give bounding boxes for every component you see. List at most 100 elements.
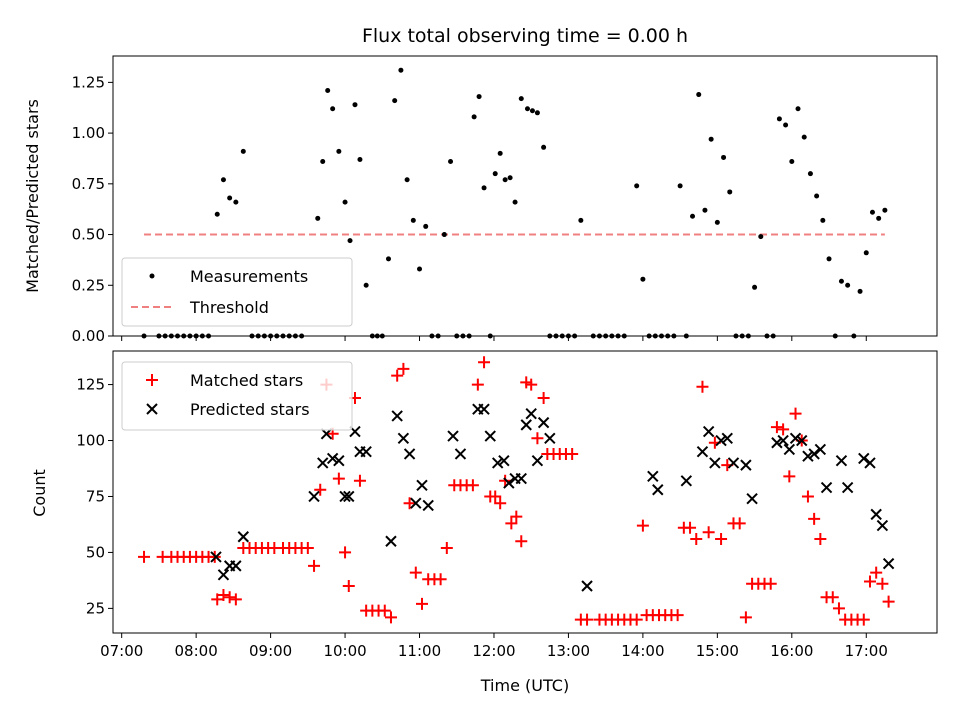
measurement-point [330,106,336,112]
predicted-star-point [237,531,250,543]
matched-star-point [832,602,845,615]
matched-star-point [671,609,684,622]
measurement-point [502,177,508,183]
predicted-star-point [680,475,693,487]
matched-star-point [478,356,491,369]
matched-star-point [537,392,550,404]
predicted-star-point [537,416,550,429]
measurement-point [481,185,487,191]
measurement-point [752,284,758,290]
bottom-ytick-label: 75 [86,487,105,505]
top-ytick-label: 0.25 [72,276,105,294]
predicted-star-point [447,430,459,442]
top-ytick-label: 0.50 [72,226,105,244]
predicted-star-point [652,484,664,496]
xtick-label: 11:00 [398,642,441,660]
xtick-label: 08:00 [175,642,218,660]
legend-measurements-marker [149,273,155,279]
matched-star-point [494,497,507,510]
matched-star-point [525,378,538,391]
measurement-point [524,106,530,112]
matched-star-point [409,566,422,579]
measurement-point [336,148,342,154]
matched-star-point [690,533,703,545]
predicted-star-point [478,403,490,415]
predicted-star-point [391,410,403,422]
legend-predicted-marker [146,403,158,415]
predicted-star-point [397,432,410,444]
measurement-point [352,102,358,108]
measurement-point [507,175,513,181]
measurement-point [363,282,369,288]
predicted-star-point [802,450,814,462]
measurement-point [492,171,498,177]
predicted-star-point [503,477,515,489]
predicted-star-point [771,437,783,449]
legend-measurements-label: Measurements [190,267,308,286]
measurement-point [404,177,410,183]
legend-matched-marker [146,374,158,386]
predicted-star-point [796,434,808,447]
measurement-point [417,266,423,272]
measurement-point [392,98,398,104]
predicted-star-point [308,490,320,503]
matched-star-point [471,378,484,391]
matched-star-point [510,510,523,523]
matched-star-point [397,362,410,375]
matched-star-point [211,593,224,606]
matched-star-point [391,369,404,382]
measurement-point [325,87,331,93]
measurement-point [214,211,220,217]
measurement-point [634,183,640,189]
bottom-legend: Matched stars Predicted stars [121,361,353,431]
matched-star-point [384,611,397,624]
matched-star-point [684,521,697,534]
matched-star-point [801,490,814,503]
predicted-star-point [326,452,339,465]
predicted-star-point [721,432,733,444]
matched-star-point [876,577,889,590]
measurement-point [758,234,764,240]
predicted-star-point [498,454,510,467]
predicted-star-point [864,457,876,469]
measurement-point [518,96,524,102]
predicted-star-point [416,479,428,491]
matched-star-point [857,613,870,626]
measurement-point [471,114,477,120]
matched-star-point [138,550,151,563]
measurement-point [838,278,844,284]
predicted-star-point [820,481,833,494]
measurement-point [696,92,702,98]
predicted-star-point [696,446,709,458]
predicted-star-point [814,443,827,456]
xtick-label: 16:00 [770,642,813,660]
xtick-label: 15:00 [696,642,739,660]
measurement-point [227,195,233,201]
matched-star-point [581,613,594,626]
measurement-point [795,106,801,112]
predicted-star-point [491,457,504,469]
matched-star-point [223,591,236,604]
predicted-star-point [808,448,820,460]
matched-star-point [217,588,230,601]
measurement-point [441,232,447,238]
bottom-plot-area: 25 50 75 100 125 07:00 08:00 09:00 10:00 11:00 12:… [76,356,895,660]
matched-star-point [378,604,391,617]
top-ytick-label: 0.75 [72,175,105,193]
measurement-point [512,199,518,205]
matched-star-point [870,566,883,579]
predicted-star-point [217,569,230,581]
predicted-star-point [740,459,752,471]
measurement-point [882,207,888,213]
matched-star-point [733,517,746,530]
measurement-point [820,217,826,223]
legend-predicted-label: Predicted stars [190,400,310,419]
matched-star-point [814,533,827,545]
matched-star-point [882,595,895,608]
matched-star-point [499,474,512,487]
matched-star-point [332,472,345,485]
measurement-point [315,215,321,221]
measurement-point [708,136,714,142]
matched-star-point [715,533,728,545]
matched-star-point [403,497,416,510]
